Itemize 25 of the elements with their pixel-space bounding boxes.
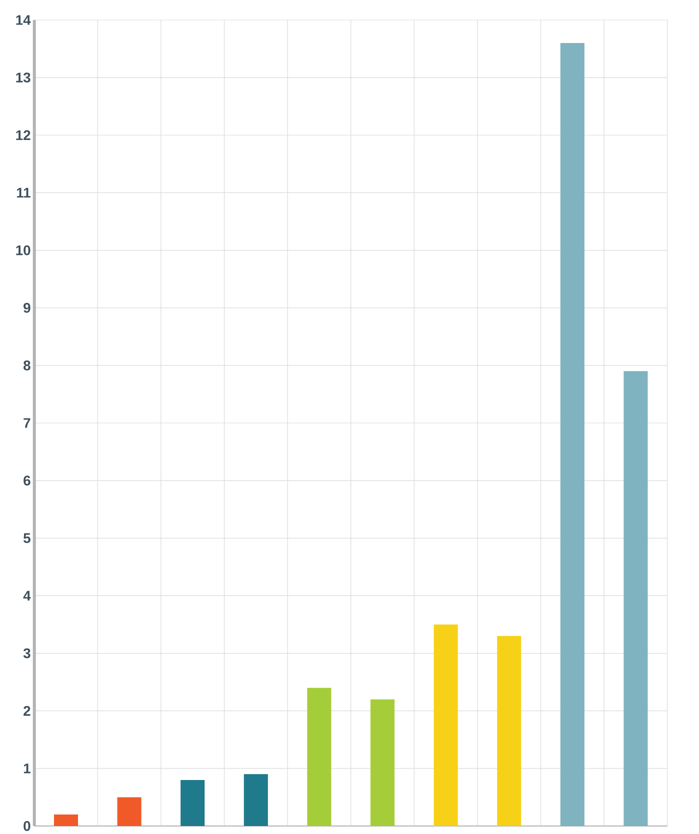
y-tick-label: 14 bbox=[16, 15, 31, 25]
y-tick-label: 8 bbox=[24, 360, 30, 370]
bar bbox=[54, 814, 78, 826]
y-tick-label: 4 bbox=[23, 590, 31, 601]
y-tick-label: 6 bbox=[24, 476, 30, 486]
bar bbox=[244, 774, 268, 826]
bar bbox=[497, 636, 522, 826]
y-tick-label: 7 bbox=[24, 418, 30, 428]
bar bbox=[307, 688, 332, 826]
y-tick-label: 9 bbox=[24, 302, 30, 313]
bar bbox=[560, 43, 584, 826]
y-tick-label: 12 bbox=[16, 130, 30, 140]
bar bbox=[370, 699, 395, 826]
y-tick-label: 2 bbox=[24, 706, 30, 716]
y-tick-label: 13 bbox=[16, 72, 30, 83]
y-tick-label: 5 bbox=[23, 533, 30, 544]
y-tick-label: 11 bbox=[16, 188, 30, 198]
bar bbox=[624, 371, 648, 826]
bar bbox=[180, 780, 205, 826]
bar bbox=[434, 624, 458, 826]
bar bbox=[117, 797, 142, 826]
y-tick-label: 1 bbox=[24, 764, 30, 774]
y-tick-label: 10 bbox=[16, 245, 30, 256]
y-tick-label: 0 bbox=[24, 821, 30, 831]
y-tick-label: 3 bbox=[23, 648, 30, 658]
